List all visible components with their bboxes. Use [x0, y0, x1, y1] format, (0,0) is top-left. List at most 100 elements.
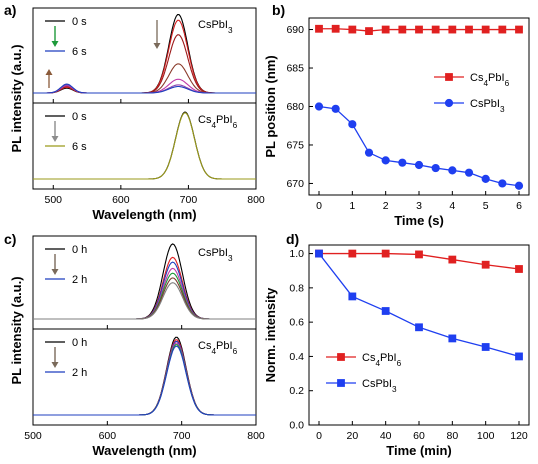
text-part: CsPbI — [470, 98, 500, 110]
data-point-CsPbI3 — [414, 160, 424, 170]
data-point-Cs4PbI6 — [465, 25, 473, 34]
y-tick-label: 690 — [286, 24, 304, 36]
x-tick-label: 1 — [349, 200, 355, 212]
subscript: 6 — [233, 347, 238, 356]
x-tick-label: 3 — [416, 200, 422, 212]
subscript: 3 — [228, 254, 233, 263]
x-axis-title: Time (min) — [386, 443, 452, 458]
data-point-Cs4PbI6 — [481, 260, 490, 269]
spectrum-60-min — [33, 342, 256, 416]
spectrum-20-min — [33, 256, 256, 320]
spectrum-4-s — [33, 78, 256, 94]
x-tick-label: 700 — [173, 430, 191, 442]
x-tick-label: 5 — [483, 200, 489, 212]
legend-label-Cs4PbI6: Cs4PbI6 — [470, 72, 510, 88]
text-part: Cs — [198, 340, 212, 352]
panel-label-d: d) — [286, 231, 299, 247]
y-axis-title: PL position (nm) — [263, 55, 278, 157]
subscript: 3 — [228, 26, 233, 35]
subscript: 4 — [375, 359, 380, 368]
x-tick-label: 800 — [247, 194, 265, 206]
data-point-Cs4PbI6 — [515, 265, 523, 273]
data-point-Cs4PbI6 — [365, 27, 373, 35]
legend-label: 0 s — [72, 16, 87, 28]
legend-label-CsPbI3: CsPbI3 — [470, 98, 505, 114]
data-point-Cs4PbI6 — [315, 24, 323, 33]
x-tick-label: 0 — [316, 430, 322, 442]
legend-marker — [337, 379, 345, 387]
spectrum-60-min — [33, 267, 256, 320]
data-point-CsPbI3 — [448, 334, 457, 343]
x-tick-label: 800 — [247, 430, 265, 442]
data-point-CsPbI3 — [364, 148, 374, 157]
y-tick-label: 675 — [286, 139, 304, 151]
x-axis-title: Time (s) — [394, 213, 444, 228]
spectrum-2-h — [33, 345, 256, 416]
sample-annotation: CsPbI3 — [198, 247, 233, 263]
data-point-Cs4PbI6 — [415, 250, 423, 259]
legend-marker — [444, 98, 454, 108]
y-tick-label: 670 — [286, 178, 304, 190]
y-tick-label: 0.0 — [289, 420, 304, 432]
y-tick-label: 0.8 — [289, 282, 304, 294]
data-point-CsPbI3 — [498, 179, 507, 188]
data-point-CsPbI3 — [398, 158, 407, 167]
panel-label-a: a) — [4, 2, 16, 18]
spectrum-1-s — [33, 19, 256, 94]
data-point-CsPbI3 — [381, 156, 390, 165]
spectra-subplot-frame — [32, 328, 257, 426]
legend-label: 0 h — [72, 337, 87, 349]
data-point-Cs4PbI6 — [481, 25, 490, 34]
x-tick-label: 600 — [99, 430, 117, 442]
subscript: 6 — [505, 79, 510, 88]
x-axis-title: Wavelength (nm) — [92, 207, 196, 222]
data-point-Cs4PbI6 — [515, 25, 523, 34]
subscript: 4 — [211, 347, 216, 356]
panel-label-b: b) — [272, 2, 285, 18]
spectrum-40-min — [33, 261, 256, 320]
data-point-Cs4PbI6 — [381, 25, 390, 34]
data-point-Cs4PbI6 — [331, 24, 340, 33]
data-point-CsPbI3 — [481, 343, 490, 351]
sample-annotation: CsPbI3 — [198, 19, 233, 35]
subscript: 4 — [483, 79, 488, 88]
drop-arrow-head — [153, 43, 161, 49]
spectrum-80-min — [33, 344, 256, 416]
spectrum-100-min — [33, 277, 256, 320]
legend-label: 6 s — [72, 141, 87, 153]
data-point-Cs4PbI6 — [415, 25, 423, 34]
x-tick-label: 120 — [510, 430, 528, 442]
text-part: PbI — [380, 352, 397, 364]
subscript: 6 — [233, 121, 238, 130]
text-part: PbI — [216, 340, 233, 352]
spectrum-40-min — [33, 340, 256, 416]
data-point-CsPbI3 — [331, 104, 340, 113]
data-point-Cs4PbI6 — [398, 25, 407, 34]
x-tick-label: 20 — [346, 430, 358, 442]
subscript: 4 — [211, 121, 216, 130]
text-part: CsPbI — [362, 378, 392, 390]
data-point-CsPbI3 — [464, 168, 474, 177]
data-point-Cs4PbI6 — [448, 25, 457, 34]
sample-annotation: Cs4PbI6 — [198, 340, 238, 356]
spectrum-6-s — [33, 112, 256, 180]
x-tick-label: 6 — [516, 200, 522, 212]
x-tick-label: 0 — [316, 200, 322, 212]
spectrum-2-h — [33, 282, 256, 320]
x-axis-title: Wavelength (nm) — [92, 443, 196, 458]
y-axis-title: PL intensity (a.u.) — [9, 276, 24, 384]
data-point-CsPbI3 — [381, 307, 390, 315]
data-point-CsPbI3 — [514, 181, 524, 190]
y-tick-label: 0.6 — [289, 317, 304, 329]
x-tick-label: 80 — [446, 430, 458, 442]
text-part: PbI — [488, 72, 505, 84]
text-part: PbI — [216, 114, 233, 126]
data-point-CsPbI3 — [315, 249, 323, 258]
x-tick-label: 4 — [449, 200, 455, 212]
legend-label: 0 h — [72, 244, 87, 256]
data-point-Cs4PbI6 — [431, 25, 440, 34]
text-part: CsPbI — [198, 19, 228, 31]
data-point-Cs4PbI6 — [381, 249, 390, 258]
spectrum-6-s — [33, 83, 256, 94]
